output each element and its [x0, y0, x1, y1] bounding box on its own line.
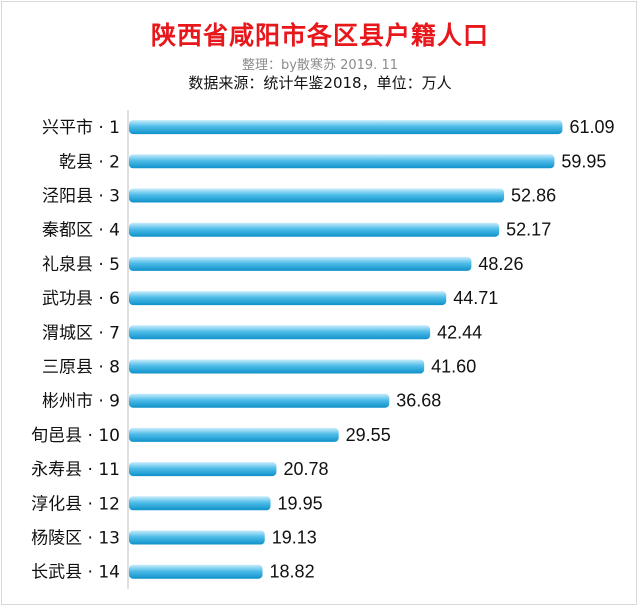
value-label: 18.82 — [270, 562, 315, 582]
value-label: 29.55 — [346, 425, 391, 445]
value-label: 20.78 — [283, 459, 328, 479]
bar — [129, 325, 431, 340]
category-label: 杨陵区 · 13 — [31, 529, 120, 549]
bar — [129, 564, 263, 579]
bar — [129, 530, 265, 545]
value-label: 19.95 — [278, 493, 323, 513]
category-label: 兴平市 · 1 — [42, 118, 120, 138]
value-label: 36.68 — [396, 391, 441, 411]
category-label: 武功县 · 6 — [42, 289, 120, 309]
category-label: 彬州市 · 9 — [42, 392, 120, 412]
bar — [129, 154, 555, 169]
bar — [129, 120, 563, 135]
data-source-note: 数据来源：统计年鉴2018，单位：万人 — [188, 74, 452, 92]
category-label: 旬邑县 · 10 — [31, 426, 120, 446]
category-label: 乾县 · 2 — [59, 152, 120, 172]
bar — [129, 393, 390, 408]
category-label: 淳化县 · 12 — [31, 494, 120, 514]
value-label: 41.60 — [431, 357, 476, 377]
bar — [129, 291, 447, 306]
chart-subtitle: 整理：by散寒苏 2019. 11 — [242, 58, 398, 73]
bar — [129, 496, 271, 511]
category-label: 长武县 · 14 — [31, 563, 120, 583]
value-label: 44.71 — [453, 288, 498, 308]
category-label: 永寿县 · 11 — [31, 460, 120, 480]
value-label: 59.95 — [561, 151, 606, 171]
bar — [129, 256, 472, 271]
bar — [129, 188, 505, 203]
value-label: 19.13 — [272, 528, 317, 548]
category-label: 礼泉县 · 5 — [42, 255, 120, 275]
category-label: 三原县 · 8 — [42, 358, 120, 378]
value-label: 48.26 — [478, 254, 523, 274]
value-label: 61.09 — [569, 117, 614, 137]
value-label: 52.17 — [506, 220, 551, 240]
category-label: 秦都区 · 4 — [42, 221, 120, 241]
chart-title: 陕西省咸阳市各区县户籍人口 — [150, 21, 489, 50]
bar — [129, 462, 277, 477]
value-label: 42.44 — [437, 322, 482, 342]
value-label: 52.86 — [511, 186, 556, 206]
bar — [129, 222, 500, 237]
bar — [129, 359, 425, 374]
category-label: 渭城区 · 7 — [42, 323, 120, 343]
bar — [129, 427, 339, 442]
category-label: 泾阳县 · 3 — [42, 187, 120, 207]
